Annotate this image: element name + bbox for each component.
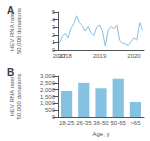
svg-text:2018: 2018 <box>58 53 72 59</box>
svg-text:50-65: 50-65 <box>111 120 127 126</box>
svg-text:HEV RNA rate/: HEV RNA rate/ <box>9 76 15 116</box>
svg-text:50,000 donations: 50,000 donations <box>16 73 22 119</box>
svg-text:5: 5 <box>52 9 56 15</box>
svg-text:2,500: 2,500 <box>40 80 56 86</box>
svg-text:26-35: 26-35 <box>76 120 92 126</box>
svg-text:18-25: 18-25 <box>59 120 75 126</box>
svg-text:2,000: 2,000 <box>40 87 56 93</box>
svg-text:B: B <box>7 67 14 78</box>
svg-text:Age, y: Age, y <box>92 131 109 137</box>
svg-text:2020: 2020 <box>127 53 141 59</box>
svg-text:HEV RNA rate/: HEV RNA rate/ <box>9 11 15 51</box>
svg-text:4: 4 <box>52 17 56 23</box>
svg-text:1,000: 1,000 <box>40 100 56 106</box>
svg-text:36-50: 36-50 <box>93 120 109 126</box>
svg-text:A: A <box>7 5 14 16</box>
svg-text:>65: >65 <box>130 120 141 126</box>
svg-text:500: 500 <box>45 107 56 113</box>
svg-text:1,500: 1,500 <box>40 94 56 100</box>
svg-text:3: 3 <box>52 24 56 30</box>
svg-text:3,000: 3,000 <box>40 73 56 79</box>
svg-text:2: 2 <box>52 32 56 38</box>
svg-text:0: 0 <box>51 47 55 53</box>
svg-text:2019: 2019 <box>93 53 107 59</box>
svg-text:0: 0 <box>52 114 56 120</box>
svg-text:50,000 donations: 50,000 donations <box>16 8 22 54</box>
svg-text:1: 1 <box>52 39 56 45</box>
